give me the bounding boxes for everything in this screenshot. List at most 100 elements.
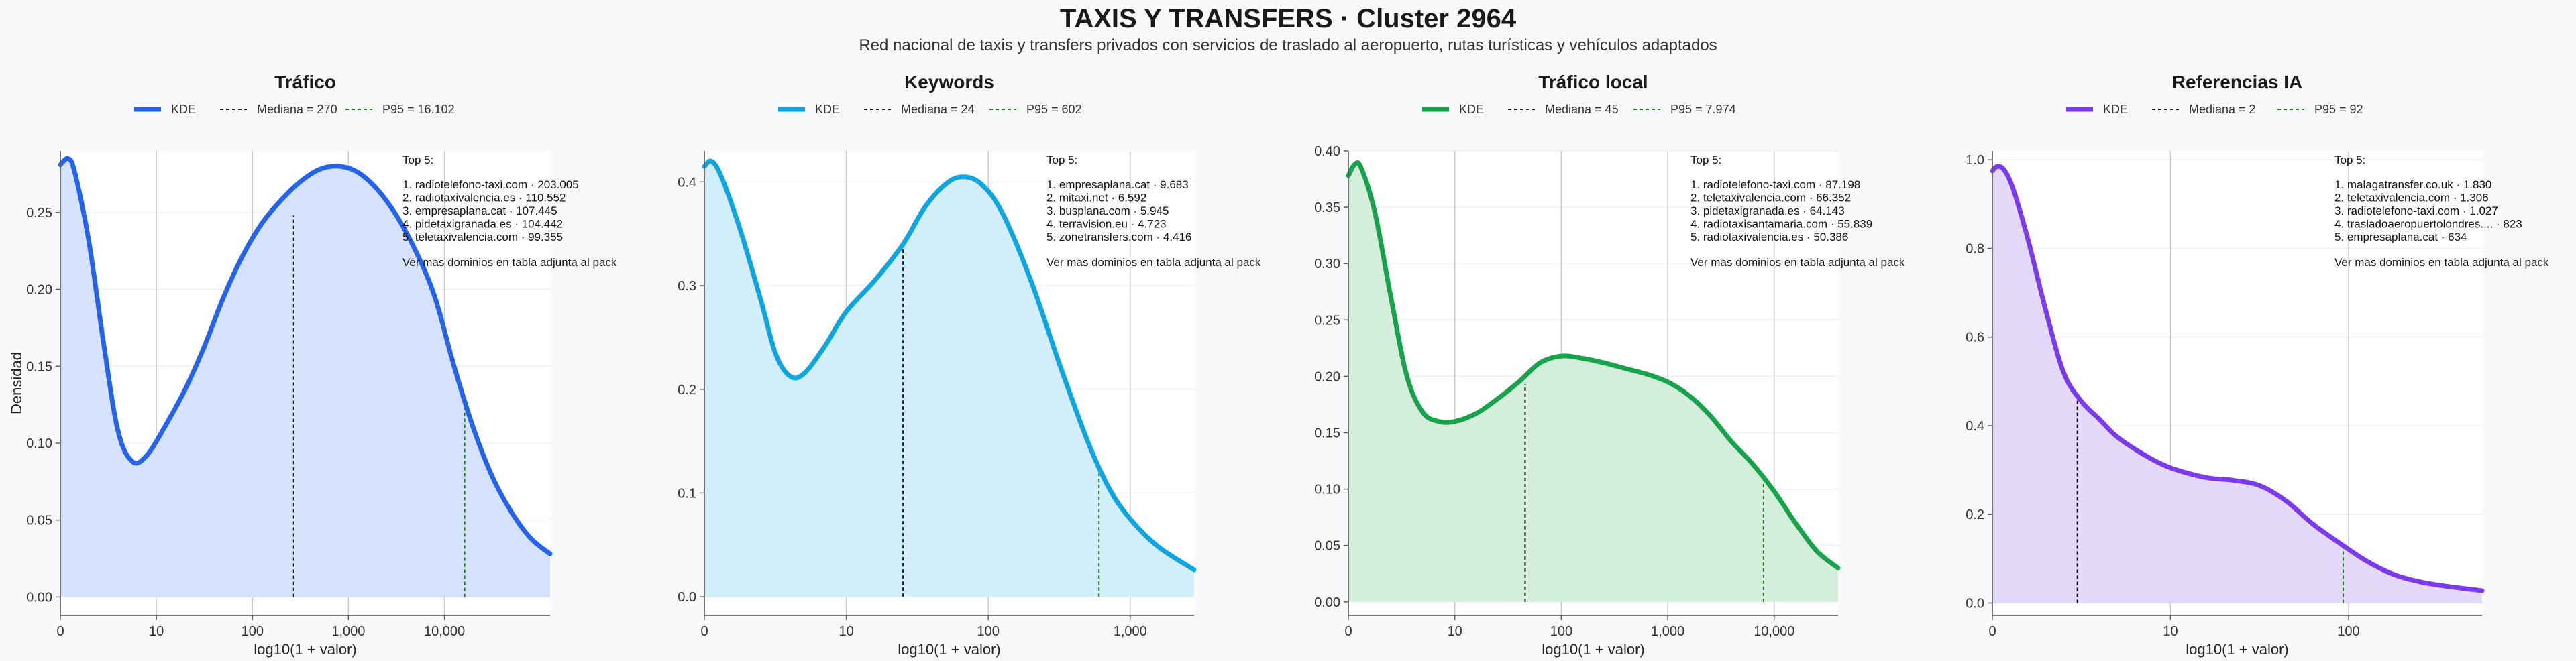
legend-kde-label: KDE xyxy=(171,103,196,116)
y-tick-label: 0.35 xyxy=(1314,200,1340,215)
top5-item: 1. radiotelefono-taxi.com · 203.005 xyxy=(402,178,579,191)
top5-item: 5. radiotaxivalencia.es · 50.386 xyxy=(1690,231,1848,243)
legend-kde-label: KDE xyxy=(2103,103,2128,116)
x-tick-label: 100 xyxy=(241,624,264,639)
x-axis-label: log10(1 + valor) xyxy=(898,641,1000,658)
x-tick-label: 10,000 xyxy=(1754,624,1794,639)
y-tick-label: 0.2 xyxy=(1966,507,1984,522)
x-tick-label: 10,000 xyxy=(424,624,465,639)
top5-heading: Top 5: xyxy=(2334,154,2365,166)
top5-annotation: Top 5: 1. radiotelefono-taxi.com · 203.00… xyxy=(402,154,617,269)
y-tick-label: 0.3 xyxy=(678,279,696,294)
x-axis-label: log10(1 + valor) xyxy=(254,641,356,658)
y-tick-label: 0.6 xyxy=(1966,330,1984,345)
y-tick-label: 0.25 xyxy=(26,206,52,221)
legend-p95-label: P95 = 7.974 xyxy=(1670,103,1736,116)
y-tick-label: 0.05 xyxy=(26,514,52,528)
top5-item: 1. empresaplana.cat · 9.683 xyxy=(1046,178,1189,191)
y-tick-label: 0.40 xyxy=(1314,144,1340,159)
chart-panel-trafico: 0.00 0.05 0.10 0.15 0.20 0.25 0 10 100 1,000 10,00… xyxy=(0,0,644,661)
y-tick-label: 0.25 xyxy=(1314,313,1340,328)
top5-item: 2. teletaxivalencia.com · 66.352 xyxy=(1690,192,1851,204)
top5-item: 3. busplana.com · 5.945 xyxy=(1046,204,1169,217)
y-tick-label: 0.15 xyxy=(26,359,52,374)
top5-annotation: Top 5: 1. radiotelefono-taxi.com · 87.198… xyxy=(1690,154,1905,269)
kde-area xyxy=(1348,162,1838,602)
y-tick-label: 0.20 xyxy=(1314,369,1340,384)
y-tick-label: 0.30 xyxy=(1314,257,1340,272)
y-axis-label: Densidad xyxy=(8,352,25,414)
x-tick-label: 100 xyxy=(977,624,1000,639)
y-tick-label: 0.8 xyxy=(1966,241,1984,256)
y-tick-label: 0.05 xyxy=(1314,539,1340,554)
x-tick-label: 0 xyxy=(56,624,64,639)
y-tick-label: 0.10 xyxy=(1314,483,1340,497)
x-axis-label: log10(1 + valor) xyxy=(2186,641,2288,658)
x-tick-label: 0 xyxy=(1988,624,1996,639)
legend-p95-label: P95 = 602 xyxy=(1026,103,1082,116)
top5-footer-note: Ver mas dominios en tabla adjunta al pac… xyxy=(402,256,617,269)
legend-median-label: Mediana = 270 xyxy=(257,103,337,116)
top5-item: 4. trasladoaeropuertolondres.... · 823 xyxy=(2334,218,2522,231)
top5-item: 4. radiotaxisantamaria.com · 55.839 xyxy=(1690,218,1872,231)
chart-panel-keywords: 0.0 0.1 0.2 0.3 0.4 0 10 100 1,000 log10(1 + valo… xyxy=(644,0,1288,661)
top5-footer-note: Ver mas dominios en tabla adjunta al pac… xyxy=(1690,256,1905,269)
panel-title: Keywords xyxy=(904,72,994,93)
top5-item: 4. terravision.eu · 4.723 xyxy=(1046,218,1167,231)
x-tick-label: 0 xyxy=(700,624,708,639)
x-tick-label: 1,000 xyxy=(1114,624,1147,639)
legend-median-label: Mediana = 2 xyxy=(2189,103,2256,116)
kde-line xyxy=(1990,164,2485,593)
top5-item: 1. radiotelefono-taxi.com · 87.198 xyxy=(1690,178,1860,191)
top5-heading: Top 5: xyxy=(1690,154,1721,166)
top5-item: 3. radiotelefono-taxi.com · 1.027 xyxy=(2334,204,2498,217)
x-tick-label: 10 xyxy=(1448,624,1462,639)
legend: KDE Mediana = 2 P95 = 92 xyxy=(2066,103,2363,116)
x-tick-label: 1,000 xyxy=(1651,624,1684,639)
legend: KDE Mediana = 45 P95 = 7.974 xyxy=(1422,103,1736,116)
top5-item: 5. zonetransfers.com · 4.416 xyxy=(1046,231,1191,243)
legend-p95-label: P95 = 92 xyxy=(2314,103,2363,116)
kde-line xyxy=(58,156,553,556)
kde-area xyxy=(60,158,550,597)
chart-svg: 0.0 0.2 0.4 0.6 0.8 1.0 0 10 100 log10(1 + valor)… xyxy=(1966,72,2549,658)
x-tick-label: 10 xyxy=(2163,624,2178,639)
top5-annotation: Top 5: 1. malagatransfer.co.uk · 1.8302. … xyxy=(2334,154,2549,269)
top5-item: 2. radiotaxivalencia.es · 110.552 xyxy=(402,192,566,204)
panel-title: Tráfico local xyxy=(1538,72,1648,93)
top5-footer-note: Ver mas dominios en tabla adjunta al pac… xyxy=(1046,256,1261,269)
x-tick-label: 1,000 xyxy=(331,624,365,639)
x-tick-label: 10 xyxy=(839,624,853,639)
kde-area xyxy=(1992,166,2482,603)
chart-svg: 0.0 0.1 0.2 0.3 0.4 0 10 100 1,000 log10(1 + valo… xyxy=(678,72,1261,658)
page-title: TAXIS Y TRANSFERS · Cluster 2964 xyxy=(1059,4,1517,34)
x-axis-label: log10(1 + valor) xyxy=(1542,641,1644,658)
x-tick-label: 0 xyxy=(1344,624,1352,639)
panel-title: Referencias IA xyxy=(2172,72,2303,93)
y-tick-label: 1.0 xyxy=(1966,153,1984,168)
chart-svg: 0.00 0.05 0.10 0.15 0.20 0.25 0.30 0.35 0.40 0 10 1… xyxy=(1314,72,1905,658)
top5-item: 3. pidetaxigranada.es · 64.143 xyxy=(1690,204,1845,217)
kde-line xyxy=(702,158,1197,573)
y-tick-label: 0.15 xyxy=(1314,426,1340,441)
legend-kde-label: KDE xyxy=(815,103,840,116)
y-tick-label: 0.00 xyxy=(26,590,52,605)
top5-item: 3. empresaplana.cat · 107.445 xyxy=(402,204,557,217)
chart-svg: 0.00 0.05 0.10 0.15 0.20 0.25 0 10 100 1,000 10,00… xyxy=(8,72,617,658)
y-tick-label: 0.4 xyxy=(678,175,696,190)
y-tick-label: 0.10 xyxy=(26,436,52,451)
top5-item: 4. pidetaxigranada.es · 104.442 xyxy=(402,218,563,231)
x-tick-label: 10 xyxy=(149,624,164,639)
y-tick-label: 0.00 xyxy=(1314,595,1340,610)
y-tick-label: 0.2 xyxy=(678,383,696,398)
chart-panel-trafico-local: 0.00 0.05 0.10 0.15 0.20 0.25 0.30 0.35 0.40 0 10 1… xyxy=(1288,0,1932,661)
chart-panel-referencias-ia: 0.0 0.2 0.4 0.6 0.8 1.0 0 10 100 log10(1 + valor)… xyxy=(1932,0,2576,661)
top5-footer-note: Ver mas dominios en tabla adjunta al pac… xyxy=(2334,256,2549,269)
y-tick-label: 0.0 xyxy=(1966,596,1984,611)
top5-item: 5. teletaxivalencia.com · 99.355 xyxy=(402,231,563,243)
top5-item: 2. teletaxivalencia.com · 1.306 xyxy=(2334,192,2489,204)
page-subtitle: Red nacional de taxis y transfers privad… xyxy=(859,36,1717,54)
kde-line xyxy=(1346,160,1841,570)
panel-title: Tráfico xyxy=(274,72,336,93)
